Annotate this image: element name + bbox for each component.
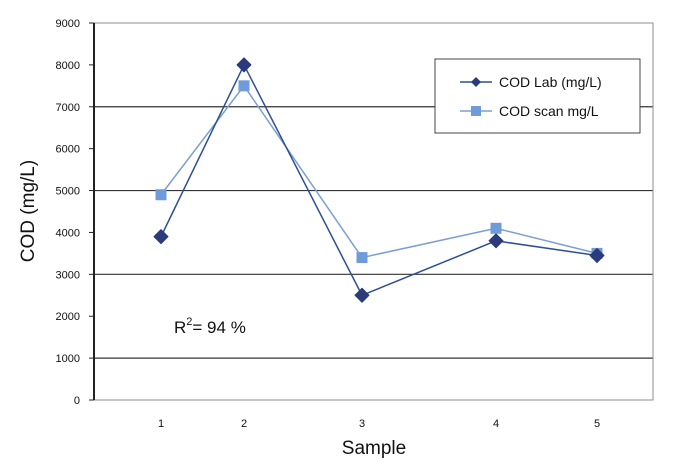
r-squared-superscript: 2	[186, 316, 192, 328]
data-point-scan	[356, 252, 368, 264]
y-tick-label: 0	[74, 395, 80, 407]
legend-marker-square-icon	[471, 106, 481, 116]
x-tick-label: 4	[493, 418, 499, 430]
y-tick-label: 2000	[56, 311, 80, 323]
data-point-lab	[488, 233, 504, 249]
x-tick-label: 1	[158, 418, 164, 430]
legend-box	[434, 58, 641, 134]
series	[153, 57, 605, 303]
r-squared-value: = 94 %	[192, 318, 245, 337]
data-point-lab	[589, 247, 605, 263]
y-tick-label: 9000	[56, 18, 80, 30]
data-point-scan	[490, 222, 502, 234]
x-tick-label: 5	[594, 418, 600, 430]
data-point-lab	[153, 229, 169, 245]
gridlines	[94, 106, 653, 401]
r-squared-main: R	[174, 318, 186, 337]
x-axis-ticks: 1 2 3 4 5	[158, 418, 600, 430]
data-point-lab	[236, 57, 252, 73]
y-tick-label: 6000	[56, 144, 80, 156]
y-tick-label: 1000	[56, 353, 80, 365]
x-tick-label: 2	[241, 418, 247, 430]
y-tick-label: 7000	[56, 102, 80, 114]
legend-marker-diamond-icon	[471, 77, 481, 87]
r-squared-annotation: R2= 94 %	[174, 316, 246, 337]
y-tick-label: 4000	[56, 227, 80, 239]
y-axis-title: COD (mg/L)	[18, 160, 39, 262]
data-point-scan	[238, 80, 250, 92]
y-tick-label: 8000	[56, 60, 80, 72]
x-tick-label: 3	[359, 418, 365, 430]
legend: COD Lab (mg/L) COD scan mg/L	[434, 58, 641, 134]
x-axis-title: Sample	[342, 438, 406, 459]
y-axis-ticks: 0 1000 2000 3000 4000 5000 6000 7000 8000 9000	[56, 18, 94, 407]
y-tick-label: 3000	[56, 269, 80, 281]
legend-label-scan: COD scan mg/L	[499, 103, 599, 119]
data-point-scan	[155, 189, 167, 201]
data-point-lab	[354, 287, 370, 303]
series-markers	[153, 57, 605, 303]
y-tick-label: 5000	[56, 186, 80, 198]
legend-label-lab: COD Lab (mg/L)	[499, 74, 602, 90]
